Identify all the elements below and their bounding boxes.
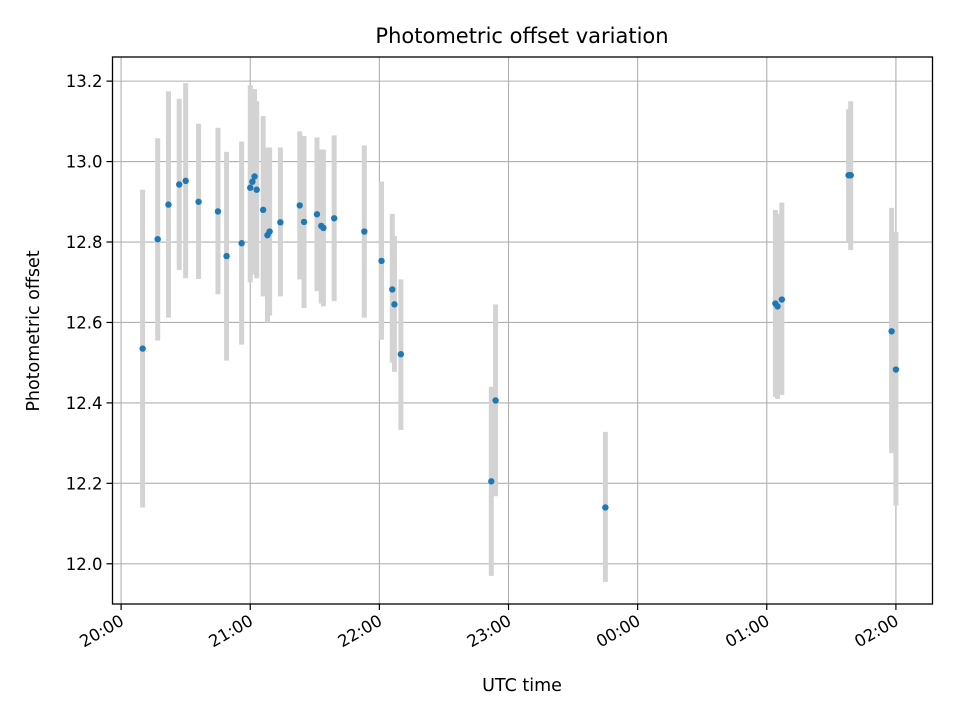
data-point [300, 218, 308, 226]
data-point [247, 184, 254, 191]
x-axis-label: UTC time [482, 676, 562, 696]
data-point [195, 198, 202, 205]
data-points [139, 172, 900, 511]
data-point [313, 211, 321, 218]
data-point [888, 328, 895, 335]
y-axis-label: Photometric offset [24, 250, 44, 411]
data-point [778, 296, 786, 303]
x-tick-label: 00:00 [593, 611, 644, 651]
data-point [223, 252, 230, 260]
data-point [361, 228, 368, 235]
data-point [378, 257, 385, 265]
data-point [602, 504, 609, 511]
error-bars [140, 83, 899, 582]
x-tick-label: 22:00 [335, 611, 386, 651]
data-point [847, 172, 854, 179]
y-tick-label: 12.4 [66, 394, 103, 413]
data-point [251, 173, 258, 180]
data-point [238, 240, 245, 247]
data-point [892, 366, 900, 373]
data-point [176, 181, 183, 188]
data-point [214, 208, 222, 215]
data-point [165, 201, 172, 208]
data-point [488, 478, 495, 485]
data-point [253, 186, 260, 193]
plot-frame [111, 56, 934, 605]
y-tick-label: 12.0 [66, 555, 103, 574]
y-tick-label: 12.2 [66, 474, 103, 493]
grid-lines [112, 57, 933, 604]
data-point [320, 224, 327, 232]
y-tick-label: 12.6 [66, 313, 103, 332]
y-tick-label: 12.8 [66, 233, 103, 252]
data-point [139, 345, 146, 352]
data-point [389, 286, 396, 293]
y-tick-label: 13.2 [66, 72, 103, 91]
data-point [277, 219, 284, 226]
data-point [249, 178, 256, 185]
data-point [330, 215, 338, 222]
data-point [266, 228, 273, 235]
chart-title: Photometric offset variation [375, 24, 668, 48]
x-tick-label: 23:00 [464, 611, 515, 651]
data-point [182, 177, 189, 185]
data-point [259, 206, 267, 214]
data-point [296, 202, 303, 209]
y-tick-label: 13.0 [66, 153, 103, 172]
x-tick-label: 20:00 [76, 611, 127, 651]
data-point [154, 235, 161, 243]
data-point [492, 397, 499, 404]
x-tick-label: 02:00 [851, 611, 902, 651]
x-tick-label: 01:00 [722, 611, 773, 651]
data-point [391, 301, 398, 308]
data-point [397, 351, 405, 358]
x-tick-label: 21:00 [206, 611, 257, 651]
data-point [774, 303, 781, 310]
